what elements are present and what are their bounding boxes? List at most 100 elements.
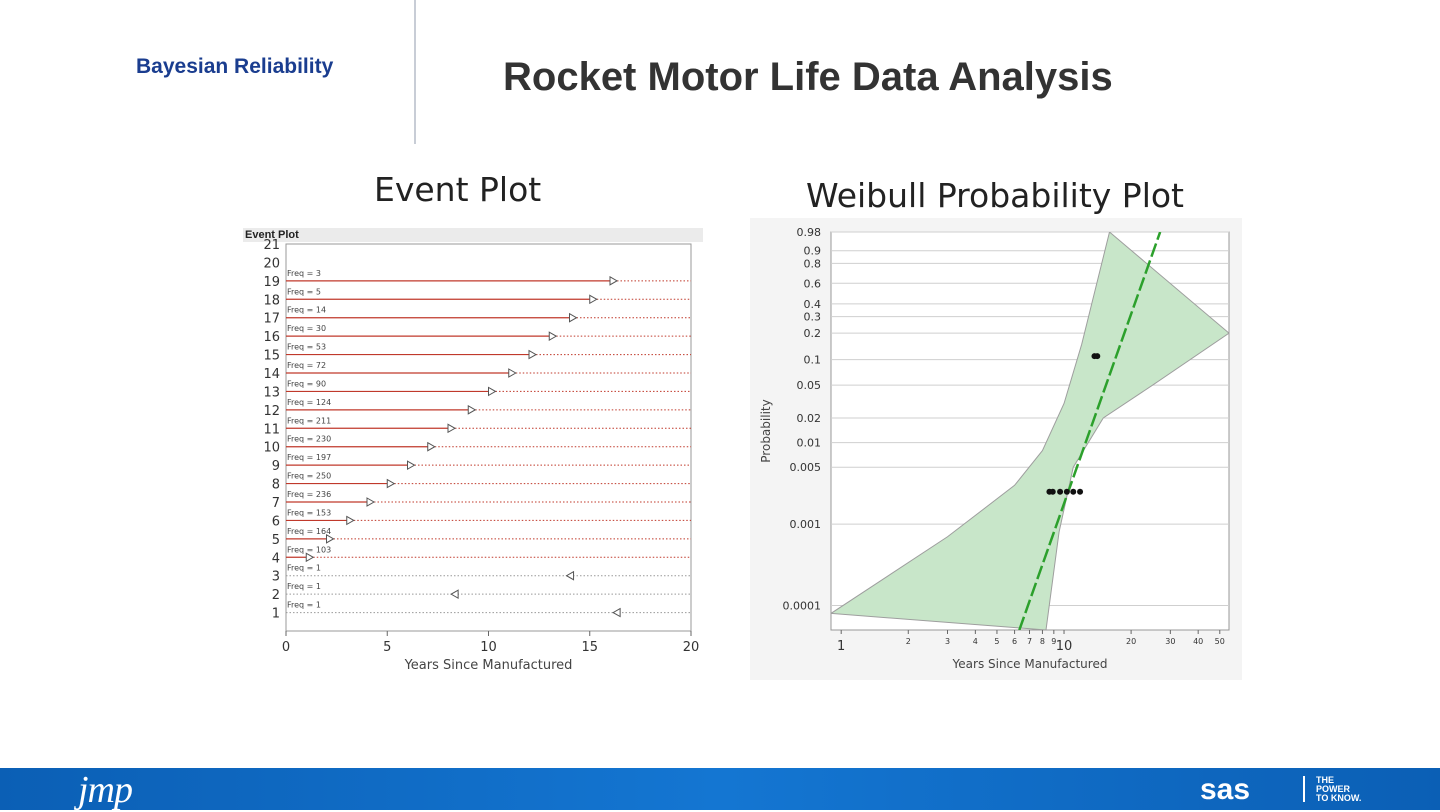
y-axis-label: Probability — [759, 399, 773, 462]
y-tick-label: 0.1 — [804, 354, 822, 367]
page-title: Rocket Motor Life Data Analysis — [503, 55, 1113, 99]
event-frequency-label: Freq = 124 — [287, 398, 331, 407]
y-tick-label: 10 — [263, 441, 280, 456]
data-point — [1049, 488, 1056, 495]
x-tick-label: 2 — [906, 637, 911, 646]
x-tick-label: 4 — [973, 637, 978, 646]
right-censor-marker — [386, 478, 396, 489]
y-tick-label: 0.001 — [790, 518, 822, 531]
panel-title-bar — [243, 228, 703, 242]
weibull-plot-title: Weibull Probability Plot — [806, 176, 1184, 215]
y-tick-label: 20 — [263, 256, 280, 271]
x-axis-label: Years Since Manufactured — [404, 658, 573, 673]
x-tick-label: 7 — [1027, 637, 1032, 646]
jmp-logo: jmp — [78, 769, 133, 811]
right-censor-marker — [508, 368, 517, 378]
tagline-line-2: POWER — [1316, 784, 1351, 794]
x-tick-label: 5 — [994, 637, 999, 646]
event-frequency-label: Freq = 250 — [287, 472, 331, 481]
right-censor-marker — [346, 515, 355, 526]
header-divider — [414, 0, 416, 144]
data-point — [1094, 353, 1101, 360]
y-tick-label: 17 — [263, 312, 280, 327]
y-tick-label: 0.01 — [797, 437, 822, 450]
event-frequency-label: Freq = 1 — [287, 601, 321, 610]
x-tick-label: 8 — [1040, 637, 1045, 646]
y-tick-label: 0.05 — [797, 379, 822, 392]
event-frequency-label: Freq = 3 — [287, 269, 321, 278]
right-censor-marker — [366, 497, 376, 507]
x-tick-label: 30 — [1165, 637, 1175, 646]
left-censor-marker — [565, 570, 575, 581]
right-censor-marker — [467, 404, 477, 415]
data-point — [1063, 488, 1070, 495]
y-tick-label: 11 — [263, 422, 280, 437]
x-tick-label: 20 — [1126, 637, 1136, 646]
y-tick-label: 0.005 — [790, 461, 822, 474]
x-tick-label: 1 — [837, 639, 845, 654]
right-censor-marker — [609, 275, 619, 286]
y-tick-label: 0.0001 — [783, 600, 822, 613]
y-tick-label: 0.6 — [804, 277, 822, 290]
x-tick-label: 40 — [1193, 637, 1203, 646]
y-tick-label: 1 — [272, 607, 280, 622]
confidence-band — [831, 232, 1229, 630]
y-tick-label: 9 — [272, 459, 280, 474]
event-frequency-label: Freq = 72 — [287, 361, 326, 370]
y-tick-label: 15 — [263, 349, 280, 364]
event-frequency-label: Freq = 164 — [287, 527, 331, 536]
y-tick-label: 19 — [263, 275, 280, 290]
kicker-title: Bayesian Reliability — [136, 55, 334, 78]
right-censor-marker — [488, 386, 497, 397]
right-censor-marker — [548, 331, 558, 342]
event-frequency-label: Freq = 14 — [287, 306, 326, 315]
event-plot-title: Event Plot — [374, 170, 542, 209]
right-censor-marker — [427, 441, 436, 452]
y-tick-label: 0.8 — [804, 257, 822, 270]
event-frequency-label: Freq = 211 — [287, 416, 331, 425]
y-tick-label: 0.98 — [797, 226, 822, 239]
y-tick-label: 0.4 — [804, 298, 822, 311]
event-frequency-label: Freq = 53 — [287, 343, 326, 352]
y-tick-label: 14 — [263, 367, 280, 382]
x-tick-label: 6 — [1012, 637, 1017, 646]
data-point — [1070, 488, 1077, 495]
y-tick-label: 21 — [263, 238, 280, 253]
left-censor-marker — [612, 607, 621, 618]
y-tick-label: 16 — [263, 330, 280, 345]
weibull-probability-chart: 0.98 0.90.8 0.6 0.40.3 0.2 0.1 0.05 0.02 0.01 0.0… — [750, 218, 1242, 680]
footer-bar: jmp sas THE POWER TO KNOW. — [0, 768, 1440, 811]
y-tick-label: 0.9 — [804, 245, 822, 258]
x-tick-label: 20 — [683, 640, 700, 655]
logo-separator — [1303, 776, 1305, 802]
event-frequency-label: Freq = 1 — [287, 582, 321, 591]
y-tick-label: 2 — [272, 588, 280, 603]
y-tick-label: 5 — [272, 533, 280, 548]
y-tick-label: 6 — [272, 514, 280, 529]
y-tick-label: 0.02 — [797, 412, 822, 425]
x-tick-label: 0 — [282, 640, 290, 655]
plot-area — [831, 232, 1229, 630]
right-censor-marker — [589, 294, 598, 305]
y-tick-label: 3 — [272, 570, 280, 585]
event-frequency-label: Freq = 30 — [287, 324, 326, 333]
right-censor-marker — [528, 349, 538, 360]
x-tick-label: 3 — [945, 637, 950, 646]
right-censor-marker — [569, 312, 578, 323]
tagline-line-3: TO KNOW. — [1316, 793, 1362, 803]
tagline: THE POWER TO KNOW. — [1316, 776, 1361, 803]
x-tick-label: 15 — [581, 640, 598, 655]
event-frequency-label: Freq = 5 — [287, 287, 321, 296]
y-tick-label: 7 — [272, 496, 280, 511]
event-plot-chart: Event Plot123456789101112131415161718192… — [243, 228, 703, 673]
right-censor-marker — [447, 423, 457, 434]
tagline-line-1: THE — [1316, 775, 1334, 785]
y-tick-label: 8 — [272, 478, 280, 493]
event-frequency-label: Freq = 103 — [287, 545, 331, 554]
data-point — [1057, 488, 1064, 495]
event-frequency-label: Freq = 236 — [287, 490, 331, 499]
y-tick-label: 12 — [263, 404, 280, 419]
x-tick-label: 5 — [383, 640, 391, 655]
event-frequency-label: Freq = 230 — [287, 435, 331, 444]
panel-title: Event Plot — [245, 229, 299, 241]
